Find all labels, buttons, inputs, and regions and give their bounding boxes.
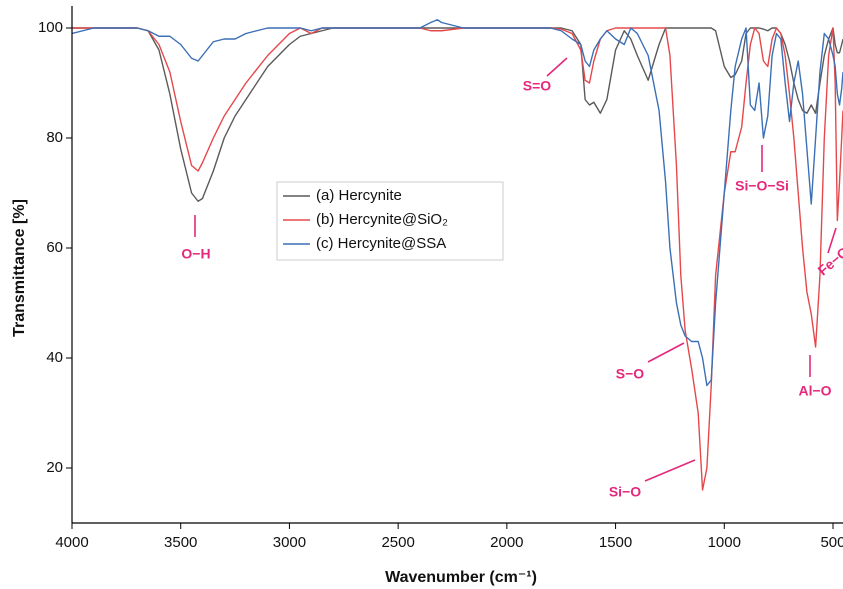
annotation: Si−O−Si <box>735 178 789 194</box>
x-tick-label: 2000 <box>490 534 523 551</box>
series-line <box>72 19 843 387</box>
y-tick-label: 60 <box>46 239 63 256</box>
annotation-leader <box>546 57 568 77</box>
x-tick-label: 1000 <box>708 534 741 551</box>
x-tick-label: 4000 <box>55 534 88 551</box>
legend-label: (a) Hercynite <box>316 187 402 204</box>
x-tick-label: 1500 <box>599 534 632 551</box>
annotation: O−H <box>181 246 210 262</box>
annotation: Al−O <box>798 383 831 399</box>
x-tick-label: 500 <box>820 534 843 551</box>
legend-label: (c) Hercynite@SSA <box>316 235 446 252</box>
annotation-leader <box>827 227 837 254</box>
annotation: Si−O <box>609 484 641 500</box>
annotation: S=O <box>523 78 552 94</box>
annotation-leader <box>647 342 685 363</box>
x-tick-label: 3000 <box>273 534 306 551</box>
x-axis-title: Wavenumber (cm⁻¹) <box>385 569 537 586</box>
series-line <box>72 27 843 202</box>
annotation-leader <box>644 459 696 482</box>
x-tick-label: 3500 <box>164 534 197 551</box>
y-tick-label: 100 <box>38 19 63 36</box>
y-tick-label: 80 <box>46 129 63 146</box>
y-tick-label: 40 <box>46 349 63 366</box>
plot-area <box>72 19 843 491</box>
legend-box <box>276 181 504 261</box>
legend-label: (b) Hercynite@SiO₂ <box>316 211 448 228</box>
y-axis-title: Transmittance [%] <box>11 199 28 337</box>
series-line <box>72 27 843 491</box>
annotation: S−O <box>616 366 645 382</box>
y-tick-label: 20 <box>46 459 63 476</box>
x-tick-label: 2500 <box>381 534 414 551</box>
